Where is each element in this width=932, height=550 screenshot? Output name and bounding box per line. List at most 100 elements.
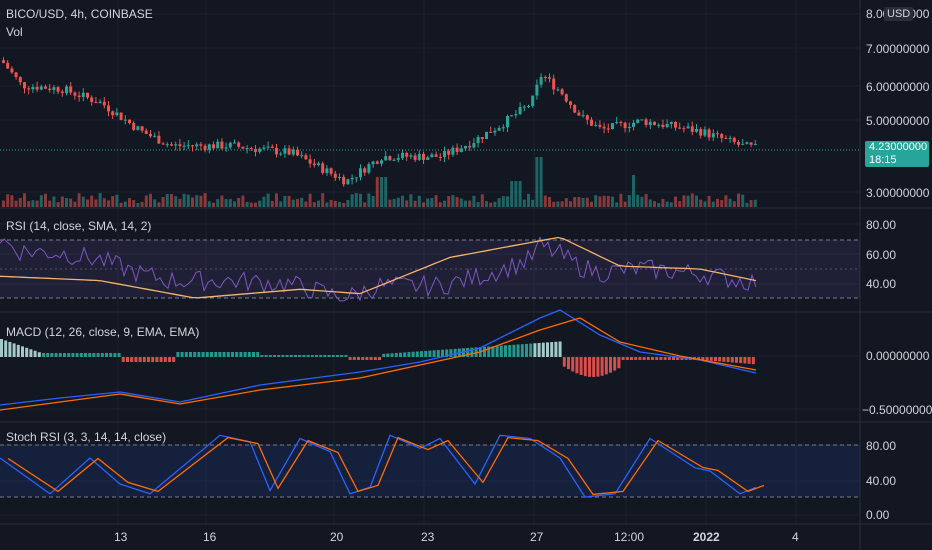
volume-bar <box>569 201 572 207</box>
macd-bar <box>432 350 436 357</box>
macd-bar <box>386 353 390 357</box>
rsi-tick[interactable]: 40.00 <box>866 277 897 291</box>
candle-body <box>308 159 312 164</box>
time-label[interactable]: 27 <box>530 530 544 544</box>
macd-bar <box>142 357 146 362</box>
candle-body <box>606 128 610 130</box>
volume-bar <box>732 201 736 207</box>
price-tick[interactable]: 6.00000000 <box>866 80 930 94</box>
candle-body <box>472 143 476 148</box>
candle-body <box>501 127 505 129</box>
macd-bar <box>357 357 360 360</box>
time-label[interactable]: 13 <box>114 530 128 544</box>
macd-bar <box>226 352 230 357</box>
volume-bar <box>699 199 703 207</box>
candle-body <box>653 121 656 125</box>
macd-bar <box>541 342 545 357</box>
volume-bar <box>514 181 518 207</box>
volume-bar <box>102 198 106 207</box>
volume-bar <box>342 202 346 207</box>
candle-body <box>611 122 614 130</box>
stoch-tick[interactable]: 0.00 <box>866 508 890 522</box>
candle-body <box>686 126 690 129</box>
volume-bar <box>300 197 304 207</box>
time-label[interactable]: 2022 <box>693 530 720 544</box>
volume-bar <box>619 193 623 207</box>
time-label[interactable]: 20 <box>330 530 344 544</box>
stoch-tick[interactable]: 80.00 <box>866 439 897 453</box>
time-label[interactable]: 16 <box>203 530 217 544</box>
macd-tick[interactable]: 0.00000000 <box>866 349 930 363</box>
candle-body <box>514 114 518 116</box>
volume-bar <box>707 195 711 207</box>
candle-body <box>317 163 320 166</box>
candle-body <box>724 138 728 140</box>
volume-bar <box>674 196 677 207</box>
candle-body <box>480 137 484 140</box>
macd-bar <box>588 357 591 377</box>
macd-bar <box>126 357 129 362</box>
rsi-tick[interactable]: 80.00 <box>866 218 897 232</box>
macd-bar <box>218 352 222 357</box>
candle-body <box>464 146 467 149</box>
price-tick[interactable]: 7.00000000 <box>866 42 930 56</box>
macd-bar <box>621 357 625 360</box>
candle-body <box>249 147 253 149</box>
macd-bar <box>151 357 155 362</box>
macd-bar <box>243 352 247 357</box>
candle-body <box>648 121 652 126</box>
volume-bar <box>136 202 140 207</box>
candle-body <box>732 137 736 143</box>
rsi-tick[interactable]: 60.00 <box>866 248 897 262</box>
macd-bar <box>310 355 314 357</box>
volume-label[interactable]: Vol <box>6 25 23 39</box>
stoch-title[interactable]: Stoch RSI (3, 3, 14, 14, close) <box>6 430 167 444</box>
candle-body <box>401 152 404 159</box>
macd-bar <box>96 353 100 357</box>
candle-body <box>711 133 715 138</box>
candle-body <box>14 72 18 78</box>
time-label[interactable]: 12:00 <box>614 530 645 544</box>
volume-bar <box>18 198 22 207</box>
candle-body <box>539 77 543 85</box>
macd-bar <box>184 352 188 357</box>
volume-bar <box>438 202 442 207</box>
macd-bar <box>172 357 176 362</box>
candle-body <box>749 142 753 145</box>
candle-body <box>65 86 68 94</box>
macd-bar <box>88 353 92 357</box>
volume-bar <box>493 201 497 207</box>
macd-bar <box>323 355 327 357</box>
macd-title[interactable]: MACD (12, 26, close, 9, EMA, EMA) <box>6 325 200 339</box>
time-label[interactable]: 23 <box>421 530 435 544</box>
candle-body <box>552 78 556 90</box>
volume-bar <box>220 195 224 207</box>
rsi-title[interactable]: RSI (14, close, SMA, 14, 2) <box>6 219 152 233</box>
candle-body <box>720 134 724 139</box>
price-tick[interactable]: 5.00000000 <box>866 114 930 128</box>
volume-bar <box>207 201 211 207</box>
macd-bar <box>663 357 667 360</box>
macd-bar <box>92 353 96 357</box>
currency-button[interactable]: USD <box>884 7 914 21</box>
candle-body <box>144 130 148 134</box>
price-tick[interactable]: 3.00000000 <box>866 186 930 200</box>
macd-bar <box>268 355 272 357</box>
volume-bar <box>657 202 661 207</box>
volume-bar <box>615 202 619 207</box>
signal-line <box>0 317 757 411</box>
volume-bar <box>703 201 707 207</box>
time-label[interactable]: 4 <box>792 530 799 544</box>
stoch-tick[interactable]: 40.00 <box>866 474 897 488</box>
macd-bar <box>436 350 440 357</box>
volume-bar <box>392 198 396 207</box>
volume-bar <box>6 194 10 207</box>
macd-tick[interactable]: −0.50000000 <box>862 403 932 417</box>
volume-bar <box>107 200 110 207</box>
macd-bar <box>730 357 734 363</box>
volume-bar <box>44 193 47 207</box>
volume-bar <box>737 193 740 207</box>
symbol-title[interactable]: BICO/USD, 4h, COINBASE <box>6 7 153 21</box>
volume-bar <box>728 198 732 207</box>
